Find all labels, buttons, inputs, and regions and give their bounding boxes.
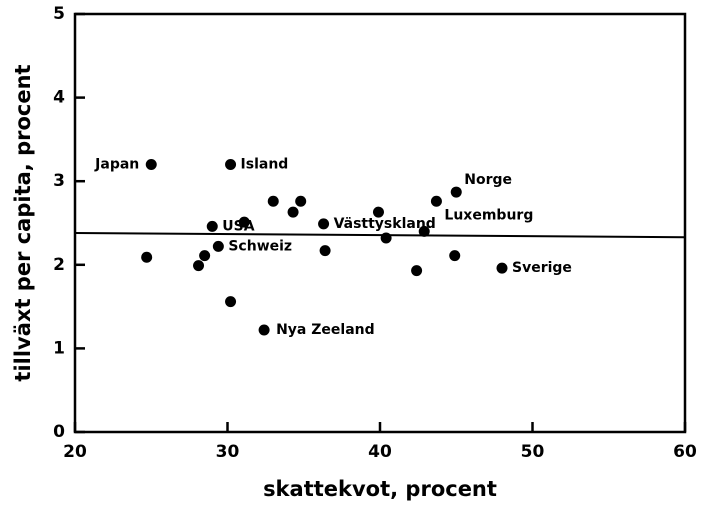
- x-tick-label: 40: [368, 442, 392, 462]
- point-label: Västtyskland: [334, 216, 436, 232]
- point: [295, 195, 307, 207]
- y-tick-label: 5: [53, 4, 65, 24]
- point: [287, 206, 299, 218]
- point-label: Luxemburg: [444, 207, 533, 223]
- reference-line: [74, 232, 686, 239]
- point: [199, 250, 211, 262]
- point: [449, 250, 461, 262]
- y-tick-label: 3: [53, 171, 65, 191]
- point: [418, 225, 430, 237]
- y-axis-label: tillväxt per capita, procent: [11, 64, 35, 381]
- point: [380, 232, 392, 244]
- point-label: Nya Zeeland: [276, 322, 375, 338]
- point: [258, 324, 270, 336]
- point: [225, 158, 237, 170]
- point-label: Island: [241, 156, 289, 172]
- point: [430, 195, 442, 207]
- point-label: Japan: [94, 156, 139, 172]
- x-tick-label: 30: [216, 442, 240, 462]
- point: [225, 296, 237, 308]
- x-axis-label: skattekvot, procent: [263, 477, 497, 501]
- point-label: Schweiz: [228, 238, 292, 254]
- point: [193, 260, 205, 272]
- point: [450, 186, 462, 198]
- point: [206, 220, 218, 232]
- y-tick-label: 2: [53, 255, 65, 275]
- point: [319, 245, 331, 257]
- y-tick-label: 1: [53, 338, 65, 358]
- point: [212, 240, 224, 252]
- point-label: Norge: [464, 172, 512, 188]
- point-label: Sverige: [512, 260, 572, 276]
- point: [267, 195, 279, 207]
- x-tick-label: 20: [63, 442, 87, 462]
- point: [145, 158, 157, 170]
- point: [318, 218, 330, 230]
- point: [238, 216, 250, 228]
- point: [496, 262, 508, 274]
- point: [141, 251, 153, 263]
- x-tick-label: 60: [673, 442, 697, 462]
- x-tick-label: 50: [521, 442, 545, 462]
- point-label: USA: [222, 218, 254, 234]
- y-tick-label: 4: [53, 88, 65, 108]
- point: [411, 265, 423, 277]
- point: [372, 206, 384, 218]
- y-tick-label: 0: [53, 422, 65, 442]
